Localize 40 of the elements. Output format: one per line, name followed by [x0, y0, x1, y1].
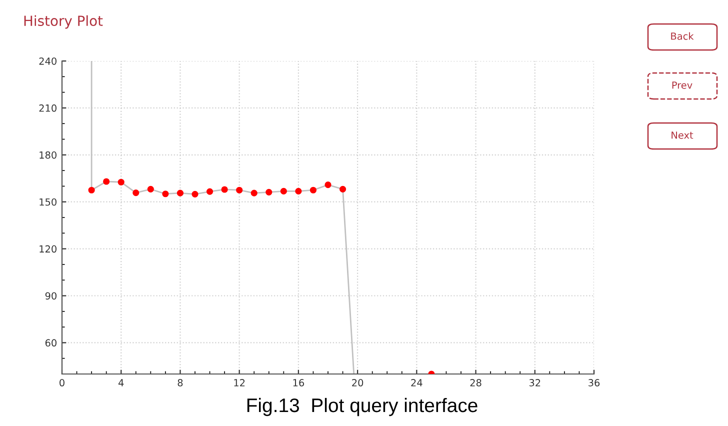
point [250, 190, 258, 196]
point [88, 186, 95, 194]
y-tick-label: 150 [40, 198, 56, 206]
point [339, 186, 346, 192]
point [147, 186, 154, 192]
point [221, 186, 228, 193]
point [192, 190, 198, 198]
point [132, 189, 140, 196]
point [206, 188, 214, 195]
text: Next [672, 132, 694, 139]
text: Back [671, 32, 694, 40]
point [280, 188, 287, 194]
caption: Fig.13 Plot query interface [247, 398, 478, 416]
x-tick-label: 24 [411, 379, 422, 386]
x-tick-label: 36 [588, 379, 600, 386]
y-tick-label: 60 [45, 339, 56, 347]
y-tick-label: 240 [39, 57, 56, 65]
x-tick-label: 28 [470, 379, 482, 386]
x-tick-label: 16 [293, 379, 304, 386]
y-tick-label: 120 [40, 245, 56, 253]
x-tick-label: 0 [60, 379, 64, 386]
point [176, 190, 184, 196]
point [266, 188, 272, 196]
x-tick-label: 4 [118, 379, 124, 386]
point [236, 186, 243, 194]
point [295, 188, 302, 194]
chart-title: History Plot [24, 15, 103, 29]
point [118, 178, 124, 186]
x-tick-label: 12 [234, 379, 245, 386]
x-tick-label: 8 [178, 379, 183, 386]
text: Prev [672, 82, 692, 89]
x-tick-label: 20 [352, 379, 364, 386]
x-tick-label: 32 [529, 379, 540, 386]
point [162, 190, 169, 198]
point [324, 182, 332, 188]
y-tick-label: 90 [45, 292, 56, 300]
point [310, 186, 317, 194]
point [103, 178, 110, 185]
y-tick-label: 210 [39, 104, 56, 112]
y-tick-label: 180 [40, 151, 56, 159]
